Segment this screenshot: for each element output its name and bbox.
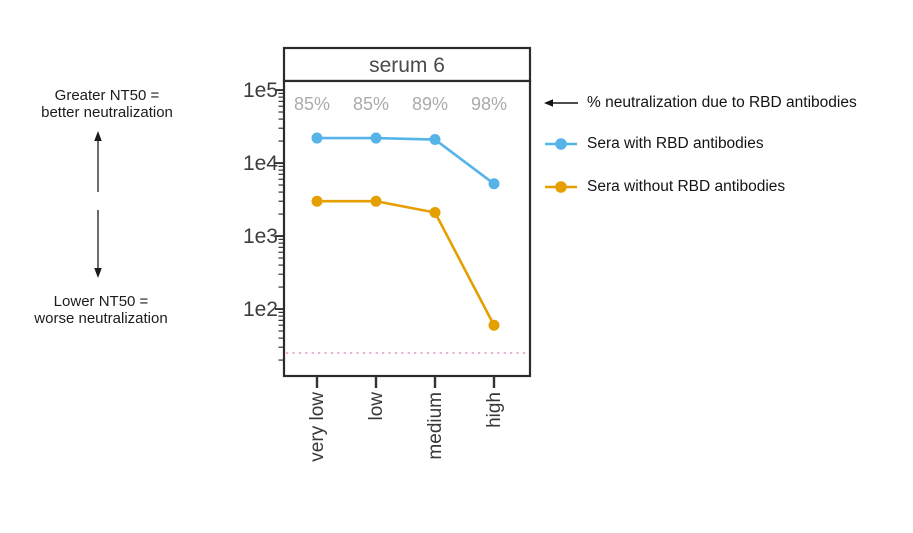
percent-label-medium: 89% <box>412 94 448 114</box>
xtick-label-high: high <box>484 392 505 428</box>
series-line <box>315 199 496 327</box>
legend-row-without-rbd: Sera without RBD antibodies <box>542 176 785 198</box>
up-down-arrows <box>94 131 102 278</box>
x-axis-ticks <box>315 376 496 388</box>
legend-row-percent: % neutralization due to RBD antibodies <box>542 92 857 114</box>
down-arrow <box>94 210 102 278</box>
lower-nt50-line1: Lower NT50 = <box>53 293 149 310</box>
ytick-label-1e4: 1e4 <box>243 152 278 175</box>
left-arrow-icon <box>544 99 578 107</box>
blue-series-swatch-icon <box>545 138 577 150</box>
xtick-label-very-low: very low <box>307 392 328 462</box>
xtick-label-low: low <box>366 392 387 421</box>
lower-nt50-line2: worse neutralization <box>34 310 168 327</box>
plot-box <box>282 79 532 378</box>
data-point <box>370 132 382 144</box>
greater-nt50-note: Greater NT50 = better neutralization <box>18 87 196 121</box>
title-box <box>282 46 532 83</box>
greater-nt50-line1: Greater NT50 = <box>54 87 160 104</box>
data-point <box>429 207 441 219</box>
series-without-rbd <box>311 195 500 331</box>
ytick-label-1e3: 1e3 <box>243 225 278 248</box>
data-point <box>488 178 500 190</box>
percent-legend-label: % neutralization due to RBD antibodies <box>587 94 857 111</box>
data-point <box>488 319 500 331</box>
lower-nt50-note: Lower NT50 = worse neutralization <box>12 293 190 327</box>
percent-label-high: 98% <box>471 94 507 114</box>
greater-nt50-line2: better neutralization <box>41 104 173 121</box>
percent-label-low: 85% <box>353 94 389 114</box>
without-rbd-legend-label: Sera without RBD antibodies <box>587 178 786 195</box>
series-line <box>315 136 496 186</box>
ytick-label-1e2: 1e2 <box>243 298 278 321</box>
data-point <box>311 195 323 207</box>
data-point <box>429 134 441 146</box>
plot-title: serum 6 <box>369 54 445 77</box>
series-with-rbd <box>311 132 500 190</box>
orange-series-swatch-icon <box>545 181 577 193</box>
y-axis-ticks <box>275 89 283 361</box>
ytick-label-1e5: 1e5 <box>243 79 278 102</box>
with-rbd-legend-label: Sera with RBD antibodies <box>587 135 764 152</box>
data-series <box>311 132 500 331</box>
legend-row-with-rbd: Sera with RBD antibodies <box>542 133 764 155</box>
up-arrow <box>94 131 102 192</box>
xtick-label-medium: medium <box>425 392 446 460</box>
data-point <box>311 132 323 144</box>
data-point <box>370 195 382 207</box>
percent-label-very-low: 85% <box>294 94 330 114</box>
